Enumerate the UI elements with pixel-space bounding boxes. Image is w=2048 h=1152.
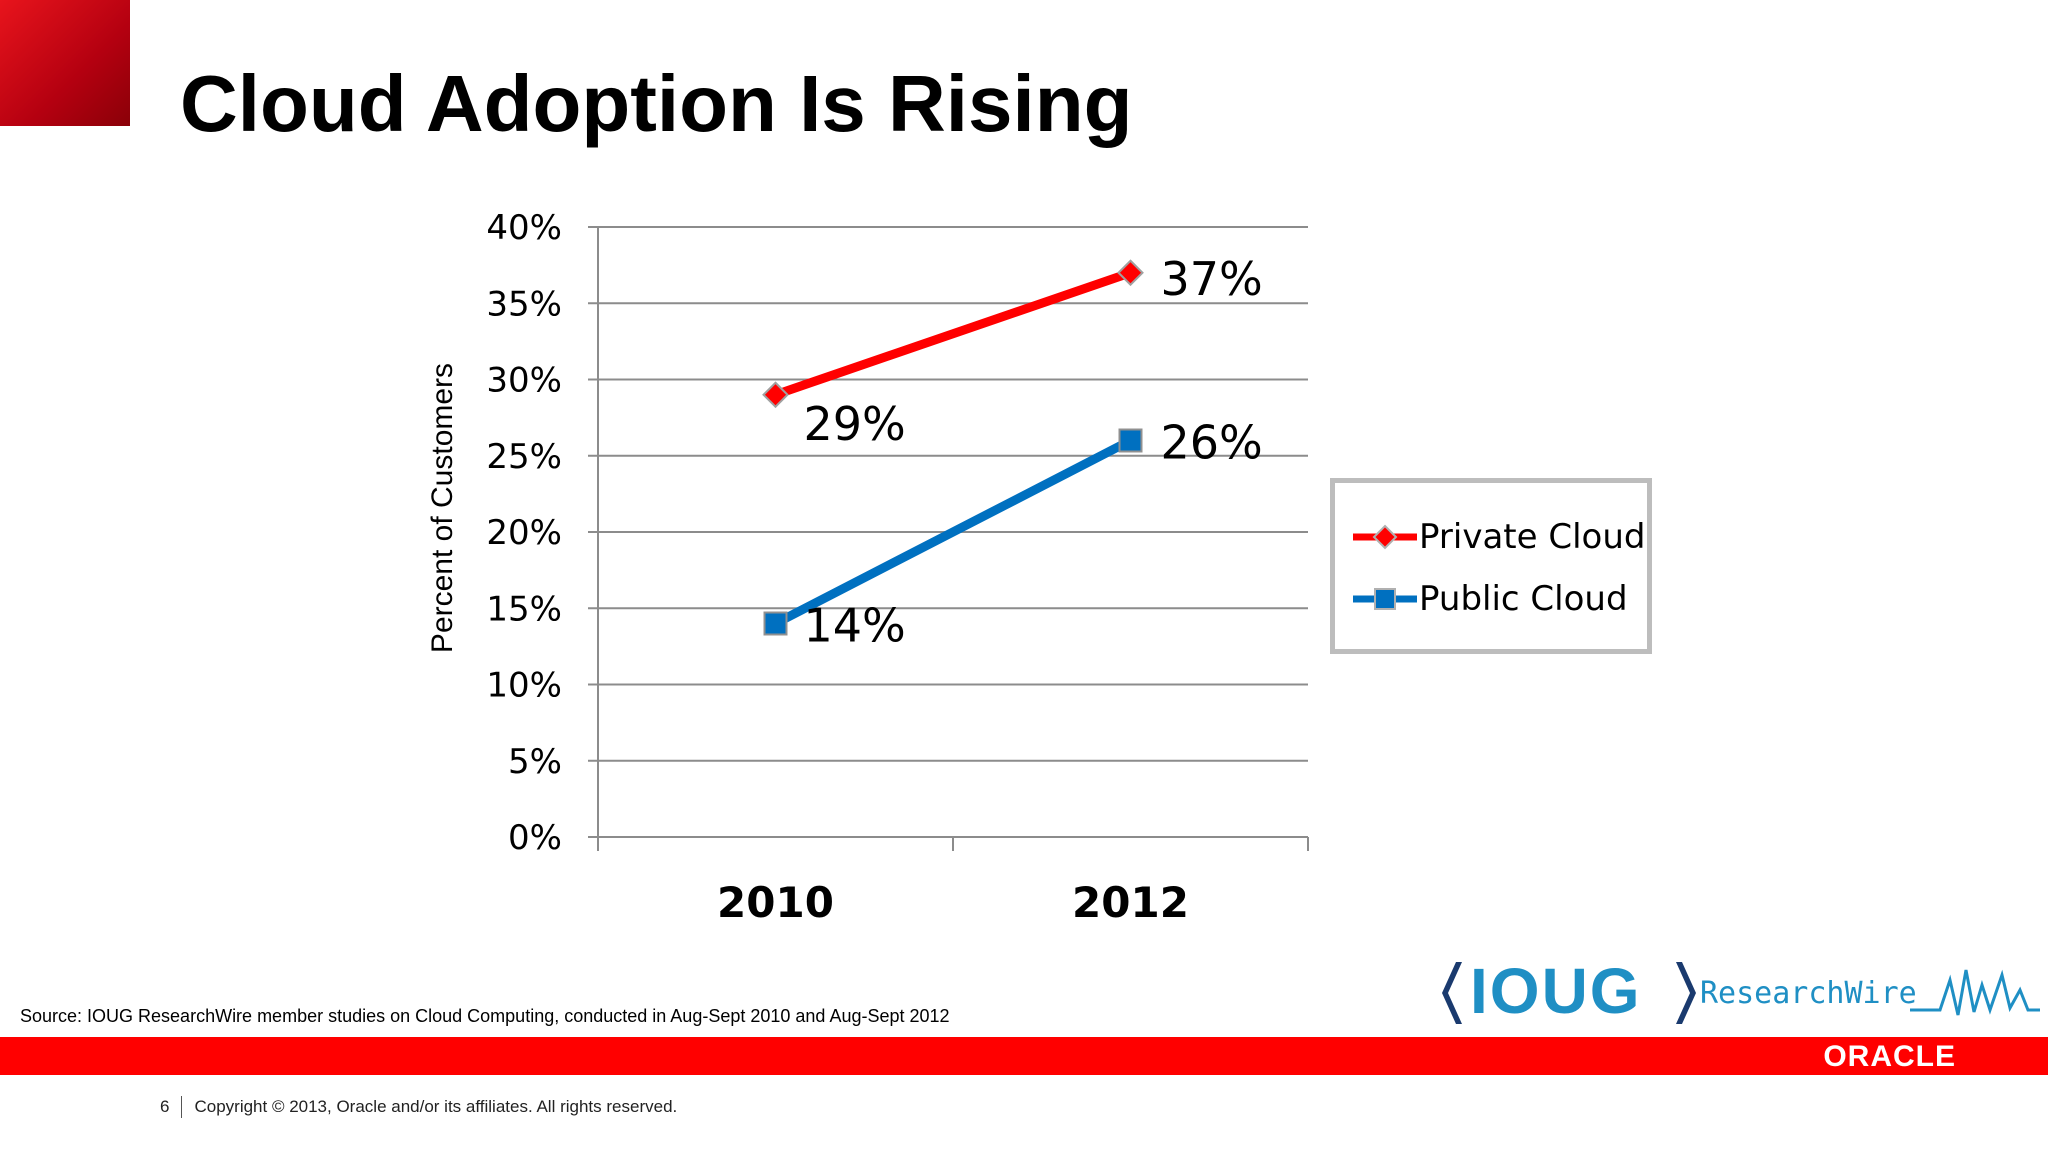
data-label: 37% (1161, 252, 1263, 306)
footer: 6 Copyright © 2013, Oracle and/or its af… (160, 1096, 677, 1118)
legend-public-cloud-label: Public Cloud (1419, 579, 1628, 619)
y-tick-label: 10% (486, 666, 562, 706)
y-axis-title: Percent of Customers (426, 363, 459, 653)
ioug-researchwire-logo: IOUG ResearchWire (1440, 955, 2040, 1028)
y-tick-label: 25% (486, 437, 562, 477)
chart-legend: Private Cloud Public Cloud (1330, 478, 1652, 654)
y-tick-label: 0% (508, 818, 562, 858)
series-line-1 (771, 436, 1135, 628)
corner-accent-block (0, 0, 130, 126)
data-point-marker (762, 381, 789, 409)
left-bracket-icon (1442, 962, 1462, 1024)
y-tick-label: 5% (508, 742, 562, 782)
y-tick-label: 35% (486, 284, 562, 324)
y-tick-label: 30% (486, 361, 562, 401)
legend-private-cloud-label: Private Cloud (1419, 517, 1646, 557)
y-tick-label: 15% (486, 589, 562, 629)
footer-red-band (0, 1037, 2048, 1075)
data-point-marker (1118, 428, 1143, 453)
y-tick-label: 40% (486, 208, 562, 248)
x-category-label: 2010 (717, 878, 834, 927)
x-category-label: 2012 (1072, 878, 1189, 927)
slide-title: Cloud Adoption Is Rising (180, 59, 1133, 148)
right-bracket-icon (1676, 962, 1696, 1024)
ioug-logo-text: IOUG (1470, 955, 1642, 1027)
series-line-0 (771, 268, 1135, 400)
copyright-text: Copyright © 2013, Oracle and/or its affi… (194, 1097, 678, 1116)
data-point-marker (1117, 259, 1144, 287)
legend-public-cloud-swatch (1353, 588, 1417, 610)
footer-divider (181, 1096, 183, 1118)
y-tick-label: 20% (486, 513, 562, 553)
legend-private-cloud-swatch (1353, 524, 1417, 550)
page-number: 6 (160, 1097, 170, 1116)
legend-item-private-cloud: Private Cloud (1353, 517, 1645, 557)
data-label: 29% (804, 397, 906, 451)
waveform-icon (1910, 969, 2040, 1016)
legend-item-public-cloud: Public Cloud (1353, 579, 1628, 619)
researchwire-logo-text: ResearchWire (1700, 976, 1917, 1011)
data-label: 26% (1161, 416, 1263, 470)
data-point-marker (763, 611, 788, 636)
oracle-logo: ORACLE (1823, 1040, 1956, 1073)
data-label: 14% (804, 599, 906, 653)
source-note: Source: IOUG ResearchWire member studies… (20, 1006, 950, 1026)
